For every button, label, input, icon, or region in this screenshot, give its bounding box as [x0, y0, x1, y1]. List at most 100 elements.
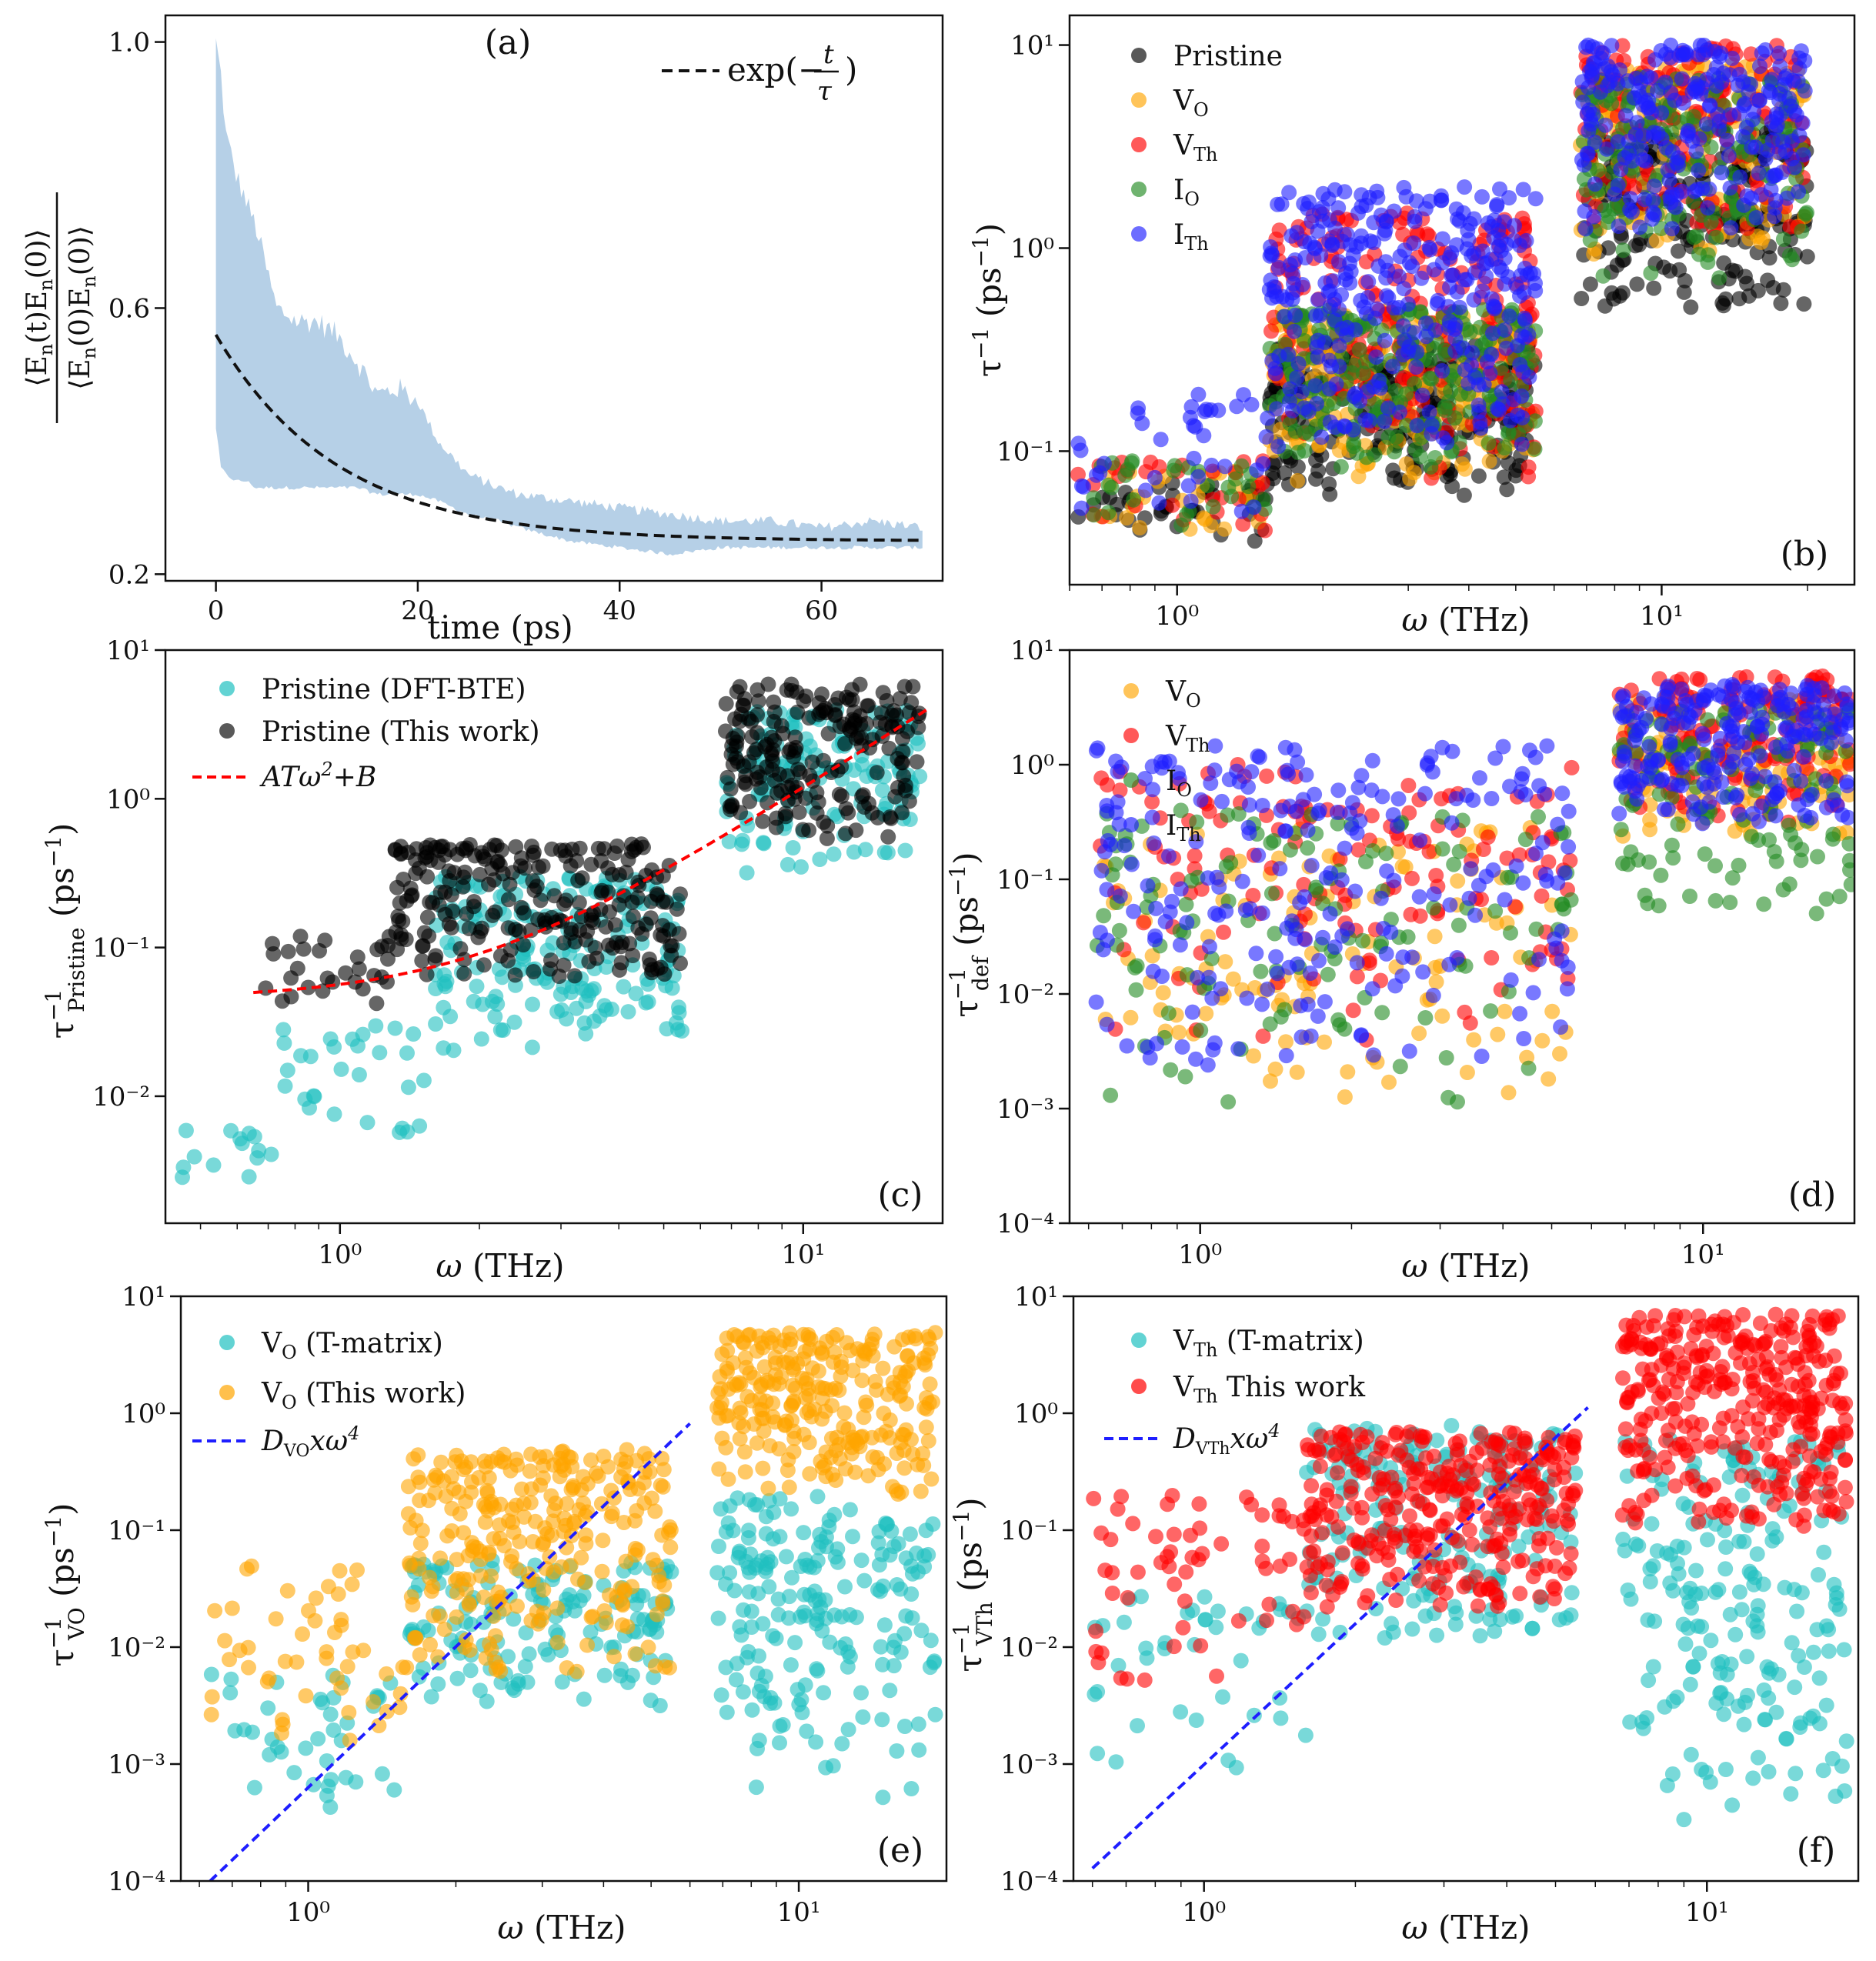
panel-b-point — [1424, 470, 1440, 486]
panel-d-ytick-label-4: 10⁰ — [1010, 750, 1054, 781]
panel-e-point — [323, 1772, 339, 1788]
panel-d-point — [1636, 690, 1652, 706]
panel-c-point — [854, 757, 870, 772]
panel-d-point — [1444, 815, 1460, 831]
panel-d-point — [1449, 950, 1465, 965]
panel-d-point — [1670, 752, 1686, 768]
panel-b-point — [1711, 121, 1727, 137]
panel-c-point — [779, 856, 796, 872]
panel-d-point — [1100, 777, 1115, 793]
panel-b-point — [1076, 479, 1092, 495]
panel-d-point — [1373, 890, 1389, 906]
panel-d-point — [1446, 856, 1462, 872]
panel-e-point — [462, 1663, 479, 1679]
panel-c-point — [820, 725, 836, 742]
panel-d-point — [1553, 1019, 1569, 1035]
panel-d-point — [1541, 854, 1557, 870]
panel-d-point — [1300, 996, 1316, 1012]
panel-b-point — [1527, 282, 1544, 298]
panel-b-point — [1607, 186, 1623, 202]
panel-d-point — [1428, 868, 1444, 883]
panel-d-point — [1438, 1050, 1454, 1066]
panel-e-point — [775, 1717, 791, 1733]
panel-e-point — [319, 1787, 335, 1803]
panel-d-point — [1613, 822, 1629, 838]
panel-b-point — [1622, 202, 1638, 218]
panel-b-point — [1437, 402, 1453, 419]
panel-b-point — [1798, 206, 1814, 222]
panel-e-point — [322, 1799, 339, 1815]
panel-b-point — [1497, 322, 1513, 338]
panel-c-point — [505, 865, 521, 881]
panel-b-point — [1775, 232, 1791, 247]
panel-e-point — [646, 1669, 662, 1686]
panel-d-point — [1218, 859, 1234, 875]
panel-b-point — [1240, 479, 1257, 495]
panel-e-point — [718, 1524, 734, 1540]
panel-b-point — [1073, 442, 1089, 459]
panel-b-point — [1426, 262, 1442, 278]
panel-d-point — [1485, 862, 1501, 878]
panel-b-point — [1440, 298, 1457, 315]
panel-e-point — [818, 1759, 834, 1776]
panel-e-point — [758, 1509, 774, 1525]
panel-b-point — [1794, 115, 1811, 131]
panel-d-point — [1707, 858, 1723, 874]
panel-c-point — [317, 932, 333, 949]
panel-d-point — [1818, 891, 1834, 907]
panel-d-point — [1241, 797, 1257, 813]
panel-b-point — [1406, 465, 1422, 481]
panel-d-point — [1560, 959, 1576, 975]
panel-d-point — [1699, 779, 1715, 795]
panel-d-point — [1260, 981, 1276, 997]
panel-b-point — [1692, 38, 1708, 53]
panel-b-point — [1731, 66, 1747, 82]
panel-c-point — [524, 1039, 540, 1056]
panel-c-point — [431, 842, 447, 859]
panel-d-point — [1434, 791, 1450, 807]
panel-c-point — [372, 1045, 388, 1061]
panel-d-point — [1394, 968, 1410, 984]
panel-b-point — [1290, 355, 1307, 372]
panel-b-point — [1753, 187, 1769, 203]
panel-d-point — [1322, 905, 1338, 922]
panel-b-point — [1481, 453, 1497, 469]
panel-c-frame — [164, 649, 944, 1225]
panel-d-point — [1144, 794, 1160, 810]
panel-d-point — [1783, 826, 1799, 842]
panel-c-point — [611, 897, 627, 913]
panel-b-point — [1586, 208, 1602, 225]
panel-b-point — [1310, 292, 1326, 308]
panel-d-point — [1137, 771, 1153, 786]
panel-c-point — [816, 752, 831, 769]
panel-b-point — [1527, 191, 1544, 207]
panel-b-point — [1668, 187, 1684, 202]
panel-c-point — [535, 858, 551, 874]
panel-d-point — [1508, 858, 1524, 874]
panel-b-point — [1786, 103, 1802, 119]
legend-marker-pristine — [1131, 48, 1147, 63]
panel-e-point — [227, 1723, 243, 1739]
panel-d-point — [1128, 982, 1144, 998]
panel-c-point — [812, 852, 828, 867]
panel-b-point — [1771, 45, 1788, 62]
panel-b-point — [1205, 499, 1221, 515]
panel-b-point — [1447, 343, 1464, 359]
panel-b-point — [1287, 323, 1302, 339]
panel-c-point — [359, 1115, 376, 1131]
panel-e-point — [735, 1684, 751, 1700]
panel-d-point — [1183, 872, 1200, 889]
panel-c-point — [280, 943, 296, 959]
legend-label-pristine: Pristine — [1173, 41, 1283, 72]
panel-e-point — [772, 1529, 788, 1545]
panel-b-point — [1707, 43, 1723, 59]
panel-d-point — [1741, 752, 1757, 767]
panel-a-xtick-label-3: 60 — [805, 595, 838, 626]
panel-d-point — [1304, 858, 1320, 873]
panel-c-point — [846, 844, 862, 860]
panel-d-point — [1315, 929, 1331, 945]
panel-d-point — [1448, 791, 1464, 807]
panel-e-point — [395, 1659, 411, 1676]
panel-d-point — [1330, 815, 1346, 832]
